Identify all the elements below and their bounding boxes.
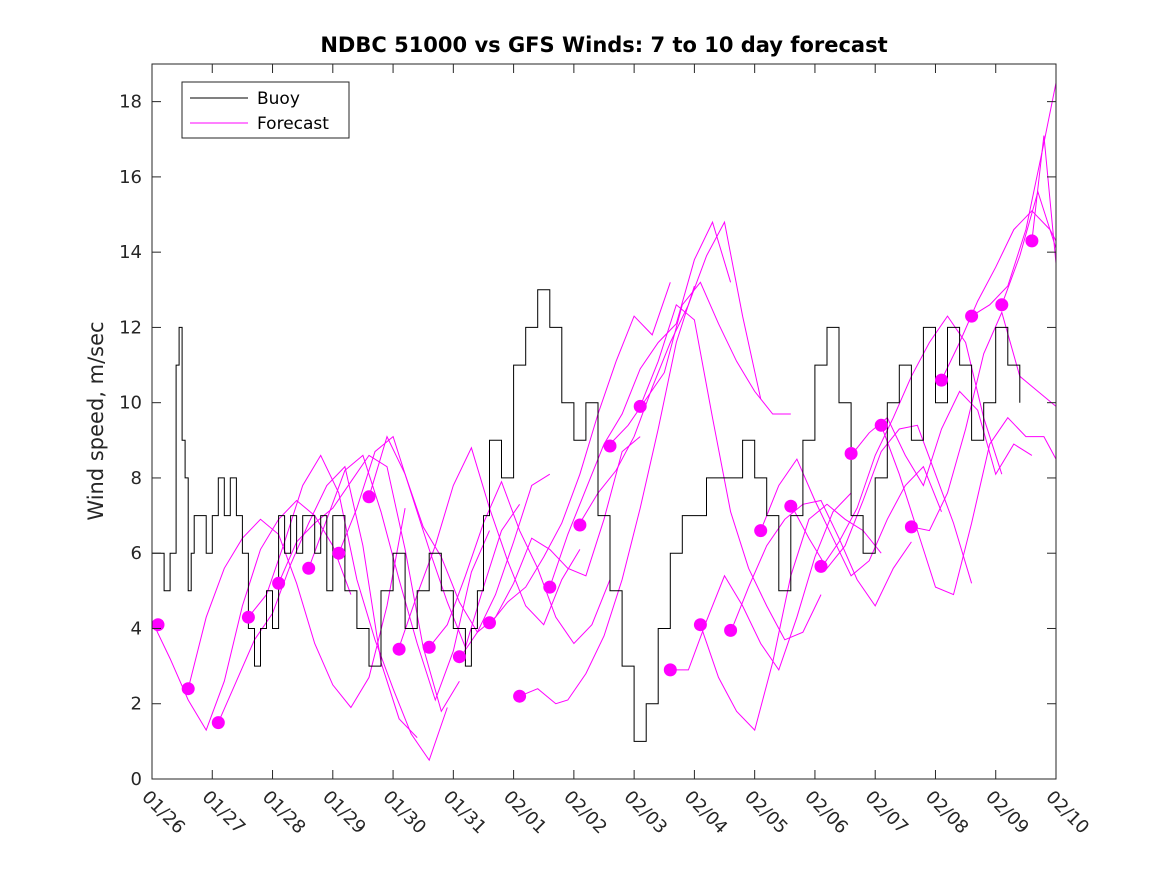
- forecast-run-line-1: [187, 508, 406, 709]
- y-tick-label: 14: [119, 242, 142, 263]
- forecast-marker: [633, 399, 647, 413]
- forecast-marker: [603, 439, 617, 453]
- forecast-run-line-16: [639, 303, 822, 641]
- forecast-run-line-29: [1031, 135, 1056, 264]
- forecast-run-line-15: [609, 281, 791, 445]
- forecast-marker: [362, 490, 376, 504]
- x-tick-label: 02/01: [499, 787, 551, 839]
- forecast-run-line-3: [248, 454, 448, 762]
- forecast-marker: [844, 447, 858, 460]
- forecast-marker: [422, 640, 436, 654]
- y-tick-label: 2: [131, 694, 142, 715]
- forecast-marker: [935, 373, 948, 387]
- y-tick-label: 12: [119, 317, 142, 338]
- x-tick-label: 02/03: [620, 787, 672, 839]
- legend-forecast-label: Forecast: [257, 114, 329, 134]
- y-tick-label: 6: [131, 543, 142, 564]
- forecast-run-line-25: [911, 310, 1056, 532]
- y-tick-label: 4: [131, 618, 142, 639]
- forecast-run-line-19: [730, 499, 912, 633]
- x-tick-label: 02/09: [981, 787, 1033, 839]
- x-tick-label: 02/07: [861, 787, 913, 839]
- x-tick-label: 01/30: [379, 787, 431, 839]
- plot-area: [152, 82, 1056, 762]
- forecast-run-line-26: [941, 210, 1056, 381]
- y-axis-label: Wind speed, m/sec: [84, 321, 108, 520]
- x-tick-label: 01/31: [439, 787, 491, 839]
- forecast-run-line-13: [549, 220, 732, 588]
- forecast-run-line-21: [790, 424, 973, 584]
- y-tick-label: 10: [119, 393, 142, 414]
- x-tick-label: 01/27: [198, 787, 250, 839]
- forecast-run-line-14: [579, 220, 762, 524]
- forecast-run-line-20: [760, 458, 942, 577]
- forecast-marker: [181, 682, 195, 696]
- forecast-run-line-6: [338, 435, 521, 649]
- forecast-run-line-11: [489, 282, 671, 626]
- forecast-run-line-2: [217, 465, 418, 738]
- axes-box: [151, 63, 1057, 780]
- forecast-marker: [513, 689, 527, 703]
- forecast-run-line-27: [971, 82, 1056, 317]
- x-tick-label: 02/04: [680, 787, 732, 839]
- forecast-marker: [483, 616, 496, 630]
- forecast-run-line-5: [308, 454, 490, 702]
- forecast-run-line-7: [368, 435, 551, 634]
- forecast-marker: [211, 716, 225, 730]
- forecast-marker: [302, 561, 316, 575]
- x-tick-label: 01/29: [318, 787, 370, 839]
- forecast-run-line-17: [670, 492, 852, 672]
- forecast-marker: [995, 298, 1009, 312]
- forecast-run-line-23: [850, 390, 1033, 487]
- forecast-marker: [904, 520, 918, 534]
- forecast-marker: [754, 524, 768, 538]
- forecast-marker: [573, 518, 587, 532]
- forecast-marker: [452, 650, 466, 664]
- forecast-marker: [392, 642, 406, 656]
- y-tick-label: 18: [119, 92, 142, 113]
- forecast-run-line-4: [278, 454, 460, 713]
- forecast-run-line-28: [1001, 190, 1056, 305]
- y-tick-label: 8: [131, 468, 142, 489]
- x-tick-label: 02/06: [800, 787, 852, 839]
- legend: Buoy Forecast: [181, 81, 350, 139]
- forecast-run-line-9: [428, 480, 611, 648]
- forecast-marker: [152, 618, 165, 632]
- forecast-marker: [784, 499, 798, 513]
- forecast-run-line-12: [519, 285, 695, 705]
- legend-box: [181, 81, 350, 139]
- x-tick-label: 02/02: [559, 787, 611, 839]
- x-tick-label: 02/08: [921, 787, 973, 839]
- x-tick-label: 02/10: [1041, 787, 1093, 839]
- chart-title: NDBC 51000 vs GFS Winds: 7 to 10 day for…: [320, 33, 887, 57]
- forecast-run-line-24: [880, 416, 1056, 596]
- forecast-marker: [663, 663, 677, 677]
- forecast-marker: [814, 559, 828, 573]
- forecast-marker: [693, 618, 707, 632]
- x-tick-label: 01/26: [137, 787, 189, 839]
- y-tick-label: 0: [131, 769, 142, 790]
- x-tick-label: 02/05: [740, 787, 792, 839]
- buoy-series-line: [152, 289, 1021, 742]
- forecast-marker: [241, 610, 255, 624]
- forecast-marker: [543, 580, 557, 594]
- forecast-marker: [965, 309, 979, 323]
- forecast-marker: [874, 418, 888, 432]
- forecast-marker: [332, 546, 346, 560]
- y-tick-label: 16: [119, 167, 142, 188]
- forecast-marker: [1025, 234, 1039, 248]
- forecast-marker: [724, 623, 738, 637]
- legend-buoy-label: Buoy: [257, 89, 300, 109]
- x-tick-label: 01/28: [258, 787, 310, 839]
- forecast-marker: [272, 576, 286, 590]
